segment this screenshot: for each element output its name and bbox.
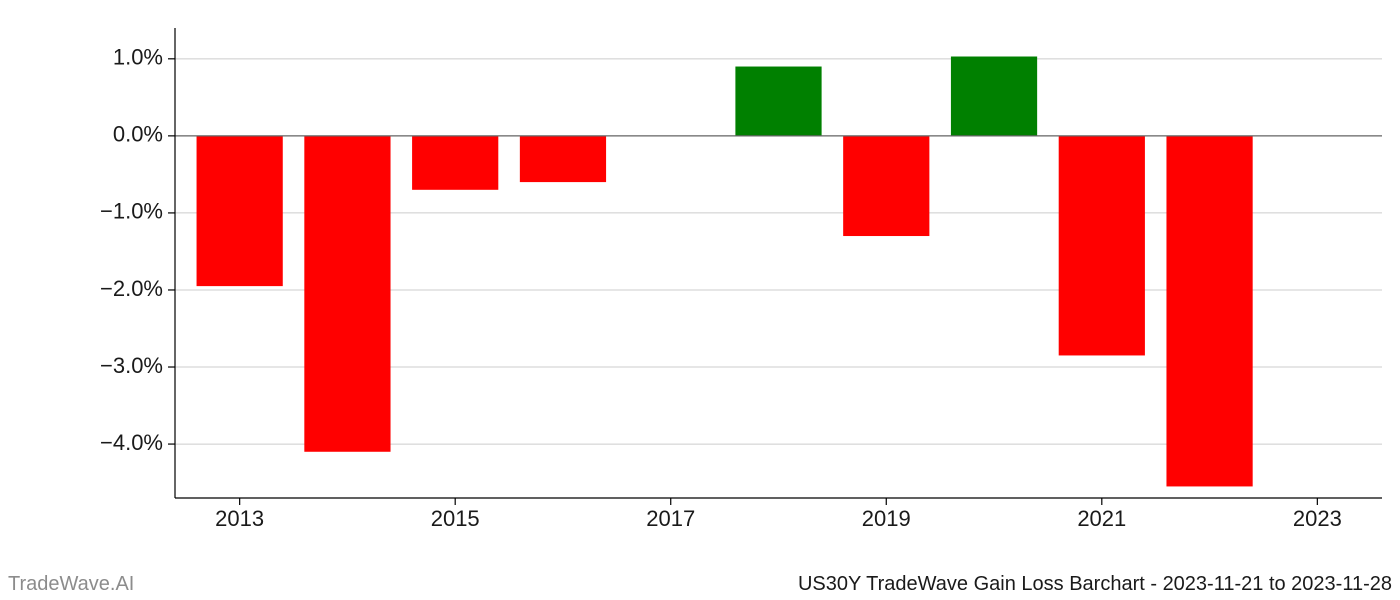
barchart-svg: −4.0% −3.0% −2.0% −1.0% 0.0% 1.0% 2013 2015 2017… bbox=[0, 0, 1400, 600]
svg-text:1.0%: 1.0% bbox=[113, 45, 163, 70]
svg-text:−4.0%: −4.0% bbox=[100, 430, 163, 455]
svg-text:−2.0%: −2.0% bbox=[100, 276, 163, 301]
svg-text:2015: 2015 bbox=[431, 506, 480, 531]
svg-text:2021: 2021 bbox=[1077, 506, 1126, 531]
svg-text:0.0%: 0.0% bbox=[113, 122, 163, 147]
chart-container: −4.0% −3.0% −2.0% −1.0% 0.0% 1.0% 2013 2015 2017… bbox=[0, 0, 1400, 600]
svg-text:2023: 2023 bbox=[1293, 506, 1342, 531]
footer-brand: TradeWave.AI bbox=[8, 573, 134, 596]
svg-text:−1.0%: −1.0% bbox=[100, 199, 163, 224]
svg-text:−3.0%: −3.0% bbox=[100, 353, 163, 378]
footer-caption: US30Y TradeWave Gain Loss Barchart - 202… bbox=[798, 573, 1392, 596]
svg-text:2019: 2019 bbox=[862, 506, 911, 531]
svg-text:2013: 2013 bbox=[215, 506, 264, 531]
svg-text:2017: 2017 bbox=[646, 506, 695, 531]
